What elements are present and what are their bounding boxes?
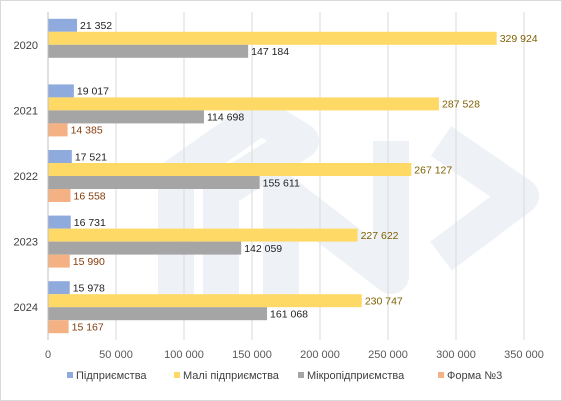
data-label-2021-s2: 114 698 [207,112,244,124]
legend-label-2: Мікропідприємства [307,370,405,382]
data-label-2020-s0: 21 352 [80,20,112,32]
bar-2022-s0 [48,150,72,163]
data-label-2023-s3: 15 990 [73,256,105,268]
legend-label-3: Форма №3 [447,370,502,382]
data-label-2023-s1: 227 622 [361,230,399,242]
bars [48,18,497,334]
bar-2022-s1 [48,163,412,176]
data-label-2022-s0: 17 521 [75,151,107,163]
bar-2024-s0 [48,281,70,295]
data-label-2021-s3: 14 385 [71,125,103,137]
data-label-2024-s0: 15 978 [73,283,105,295]
data-label-2022-s2: 155 611 [263,177,300,189]
data-label-2022-s3: 16 558 [74,190,106,202]
axes: 0 50 000 100 000 150 000 200 000 250 000 300 0… [14,12,544,361]
x-tick-label: 50 000 [99,349,133,361]
legend-swatch-0 [67,372,73,378]
x-tick-label: 200 000 [300,349,340,361]
legend-label-0: Підприємства [76,370,147,382]
bar-2020-s0 [48,18,78,32]
bar-2024-s1 [48,294,362,308]
bar-2020-s1 [48,31,497,45]
bar-2024-s3 [48,320,69,334]
data-label-2023-s2: 142 059 [244,243,282,255]
data-label-2020-s2: 147 184 [251,46,289,58]
legend-swatch-2 [298,372,304,378]
data-label-2023-s0: 16 731 [74,217,106,229]
bar-2023-s0 [48,215,71,229]
legend-swatch-3 [438,372,444,378]
bar-2024-s2 [48,307,268,321]
bar-2021-s2 [48,110,204,124]
watermark-logo [158,98,539,301]
data-label-2022-s1: 267 127 [414,164,452,176]
bar-2023-s1 [48,228,358,242]
bar-2021-s3 [48,123,68,137]
data-labels: 21 352 329 924 147 184 19 017 287 528 114 698… [71,20,538,333]
bar-2021-s0 [48,84,74,98]
bar-2022-s3 [48,189,71,202]
data-label-2021-s1: 287 528 [442,99,480,111]
category-label-2022: 2022 [14,171,38,183]
bar-2023-s2 [48,241,242,255]
category-label-2021: 2021 [14,105,38,117]
data-label-2024-s2: 161 068 [270,309,308,321]
bar-2023-s3 [48,254,70,268]
category-label-2020: 2020 [14,40,38,52]
data-label-2021-s0: 19 017 [77,86,109,98]
category-label-2024: 2024 [14,302,38,314]
bar-2022-s2 [48,176,260,189]
x-tick-label: 0 [45,349,51,361]
category-label-2023: 2023 [14,237,38,249]
data-label-2020-s1: 329 924 [500,33,538,45]
legend-swatch-1 [174,372,180,378]
x-tick-label: 150 000 [232,349,272,361]
data-label-2024-s1: 230 747 [365,296,403,308]
x-tick-label: 300 000 [436,349,476,361]
x-tick-label: 250 000 [368,349,408,361]
legend: Підприємства Малі підприємства Мікропідпри… [67,370,502,382]
legend-label-1: Малі підприємства [183,370,280,382]
x-tick-label: 100 000 [164,349,204,361]
x-tick-label: 350 000 [504,349,544,361]
bar-2021-s1 [48,97,440,111]
bar-2020-s2 [48,44,249,58]
data-label-2024-s3: 15 167 [72,322,104,334]
